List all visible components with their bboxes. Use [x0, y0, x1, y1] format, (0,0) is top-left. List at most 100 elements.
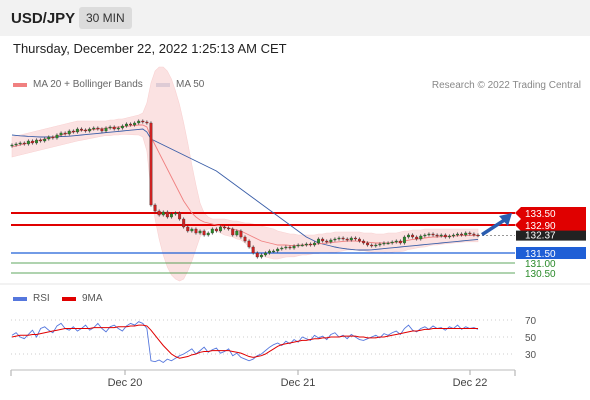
candle-body	[402, 236, 406, 244]
candle-body	[313, 242, 316, 246]
candle-body	[133, 122, 137, 126]
candle-body	[452, 234, 455, 237]
candle-body	[321, 238, 325, 242]
x-tick-label: Dec 20	[108, 377, 143, 389]
candle-body	[362, 240, 366, 244]
instrument-symbol: USD/JPY	[11, 10, 76, 27]
candle-body	[292, 245, 296, 249]
research-credit: Research © 2022 Trading Central	[431, 80, 581, 91]
candle-body	[210, 228, 214, 234]
candle-body	[161, 211, 165, 216]
candle-body	[431, 233, 435, 236]
candle-body	[308, 243, 312, 246]
candle-body	[280, 247, 284, 250]
level-label-133.50: 133.50	[525, 209, 556, 220]
rsi-tick-50: 50	[525, 333, 537, 344]
candle-body	[55, 134, 59, 139]
level-label-130.50: 130.50	[525, 269, 556, 280]
candle-body	[423, 234, 427, 237]
candle-body	[219, 226, 222, 232]
candle-body	[223, 226, 227, 229]
candle-body	[370, 244, 374, 247]
interval-selector[interactable]: 30 MIN	[79, 7, 132, 29]
candle-body	[243, 236, 247, 242]
candle-body	[96, 127, 100, 130]
candle-body	[182, 218, 186, 228]
candle-body	[14, 143, 18, 146]
level-label-131.50: 131.50	[525, 249, 556, 260]
candle-body	[427, 233, 431, 236]
candle-body	[22, 142, 26, 145]
current-price-label: 132.37	[525, 231, 556, 242]
candle-body	[374, 244, 378, 247]
legend-ma50-label: MA 50	[176, 79, 205, 90]
candle-body	[116, 127, 120, 130]
legend-rsi-label: RSI	[33, 293, 50, 304]
candle-body	[411, 234, 415, 238]
candle-body	[468, 232, 472, 235]
candle-body	[137, 120, 141, 124]
candle-body	[26, 140, 30, 145]
legend-9ma: 9MA	[62, 293, 103, 304]
candle-body	[153, 204, 157, 212]
candle-body	[447, 235, 451, 238]
candle-body	[84, 129, 88, 132]
candle-body	[67, 130, 71, 135]
candle-body	[382, 242, 386, 245]
forecast-arrow-shaft	[481, 217, 507, 237]
candle-body	[194, 228, 198, 234]
candle-body	[149, 122, 153, 206]
candle-body	[80, 128, 83, 131]
legend-rsi: RSI	[13, 293, 50, 304]
candle-body	[329, 239, 333, 243]
candle-body	[288, 246, 292, 249]
level-label-132.90: 132.90	[525, 221, 556, 232]
rsi-swatch	[13, 296, 27, 301]
candle-body	[443, 234, 447, 238]
candle-body	[92, 127, 96, 130]
candle-body	[353, 237, 357, 240]
candle-body	[235, 230, 239, 236]
candle-body	[296, 244, 300, 247]
rsi-line	[11, 321, 479, 364]
candle-body	[169, 213, 173, 218]
candle-body	[47, 136, 51, 140]
candle-body	[30, 140, 34, 144]
candle-body	[394, 240, 398, 243]
candle-body	[129, 123, 133, 126]
candle-body	[349, 237, 353, 241]
candle-body	[337, 237, 341, 240]
candle-body	[174, 212, 177, 215]
candle-body	[10, 144, 14, 147]
candle-body	[386, 242, 390, 245]
candle-body	[214, 228, 218, 232]
candle-body	[186, 226, 190, 232]
candle-body	[100, 128, 104, 132]
candle-body	[108, 126, 112, 129]
candle-body	[325, 240, 329, 243]
candle-body	[39, 139, 43, 142]
candle-body	[63, 132, 67, 135]
level-flag-132.90	[515, 219, 586, 231]
candle-body	[35, 139, 38, 144]
candle-body	[51, 136, 55, 139]
candle-body	[198, 230, 202, 234]
timestamp: Thursday, December 22, 2022 1:25:13 AM C…	[13, 41, 287, 56]
rsi-ma-line	[11, 324, 478, 359]
candle-body	[227, 227, 231, 230]
ma20-swatch	[13, 82, 27, 87]
candle-body	[366, 242, 370, 246]
candle-body	[472, 233, 476, 236]
level-label-131.00: 131.00	[525, 259, 556, 270]
candle-body	[300, 244, 304, 247]
candle-body	[390, 241, 394, 244]
candle-body	[415, 236, 419, 240]
candle-body	[317, 238, 321, 244]
candle-body	[341, 237, 345, 240]
candle-body	[439, 234, 443, 237]
candle-body	[120, 125, 124, 129]
candle-body	[357, 238, 361, 242]
candle-body	[464, 232, 468, 236]
legend-9ma-label: 9MA	[82, 293, 103, 304]
